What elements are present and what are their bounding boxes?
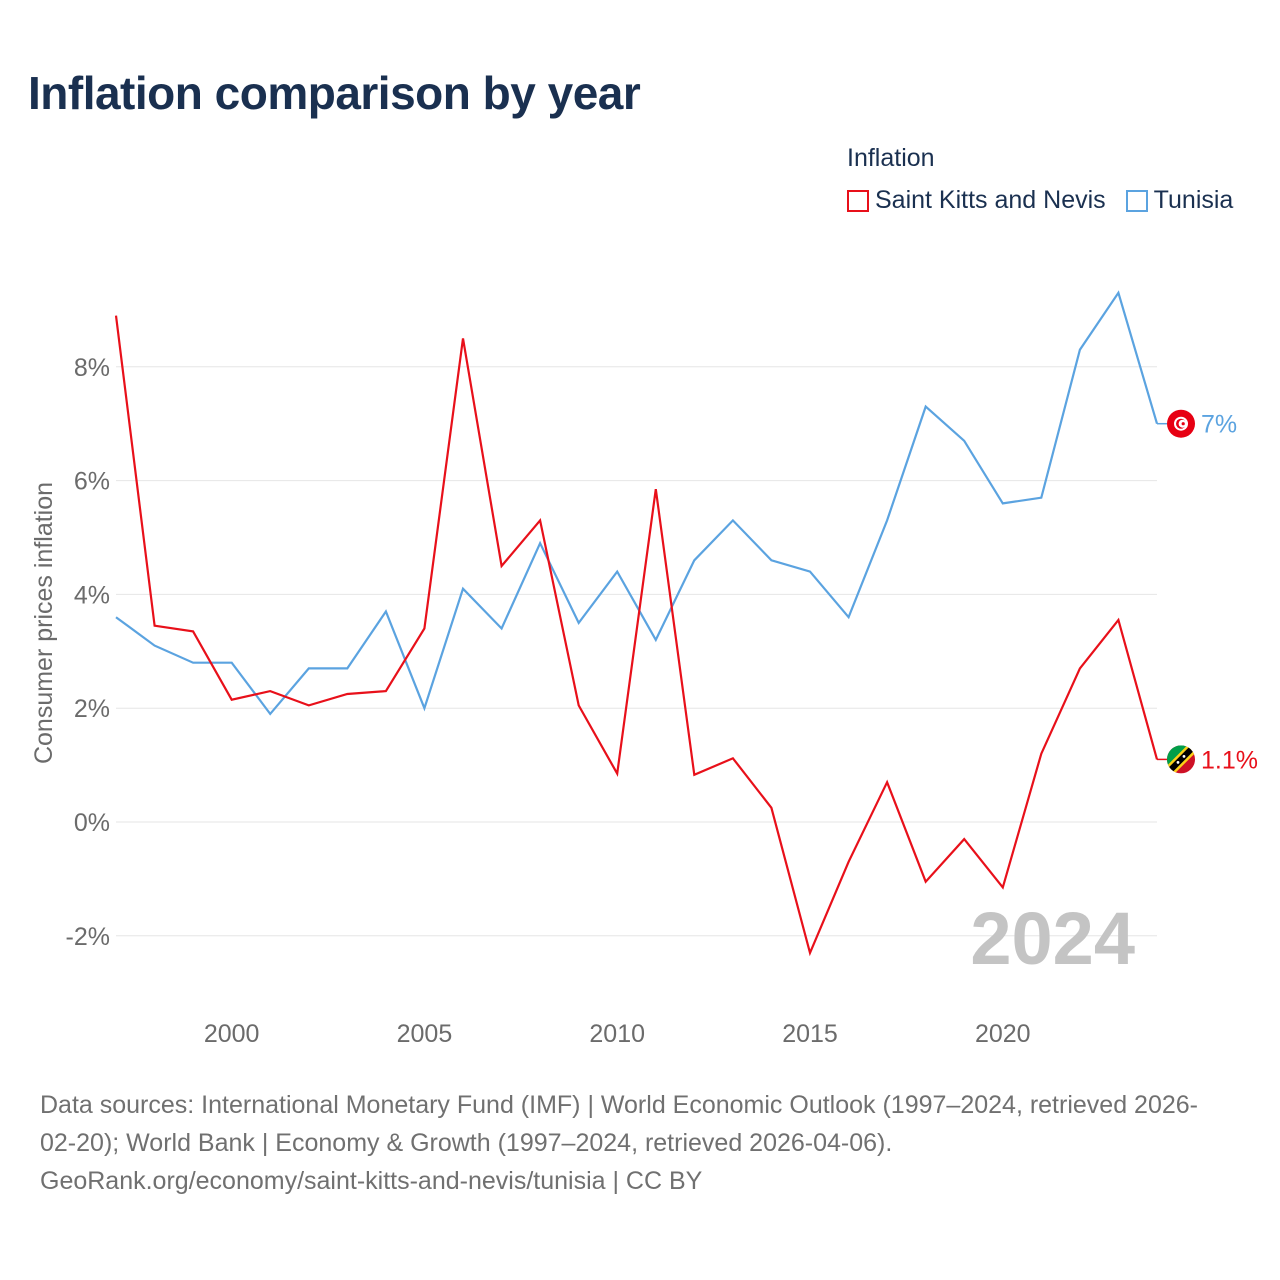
tunisia-flag-icon: [1167, 409, 1195, 438]
data-sources: Data sources: International Monetary Fun…: [40, 1086, 1250, 1200]
legend-swatch-saint-kitts-and-nevis: [847, 189, 869, 212]
legend: Saint Kitts and Nevis Tunisia: [847, 186, 1233, 215]
series-line-saint-kitts-and-nevis[interactable]: [114, 315, 1159, 957]
source-line-3[interactable]: GeoRank.org/economy/saint-kitts-and-nevi…: [40, 1167, 703, 1195]
source-line-1: Data sources: International Monetary Fun…: [40, 1091, 1198, 1119]
y-tick-label: 6%: [74, 468, 110, 496]
y-tick-labels: -2% 0% 2% 4% 6% 8%: [66, 354, 110, 951]
series-line-tunisia[interactable]: [115, 290, 1159, 716]
x-tick-label: 2000: [204, 1020, 260, 1048]
x-tick-label: 2005: [397, 1020, 453, 1048]
y-tick-label: 0%: [74, 809, 110, 837]
x-tick-labels: 2000 2005 2010 2015 2020: [204, 1020, 1031, 1048]
x-tick-label: 2015: [782, 1020, 838, 1048]
y-tick-label: 2%: [74, 695, 110, 723]
legend-label-tunisia: Tunisia: [1153, 186, 1234, 214]
end-value-label-tunisia: 7%: [1201, 411, 1237, 439]
legend-item-saint-kitts-and-nevis[interactable]: Saint Kitts and Nevis: [847, 186, 1106, 215]
y-tick-label: -2%: [66, 923, 110, 951]
year-watermark: 2024: [970, 897, 1135, 980]
source-line-2: 02-20); World Bank | Economy & Growth (1…: [40, 1129, 893, 1157]
legend-label-saint-kitts-and-nevis: Saint Kitts and Nevis: [875, 186, 1106, 214]
y-tick-label: 4%: [74, 581, 110, 609]
legend-item-tunisia[interactable]: Tunisia: [1125, 186, 1234, 215]
chart-title: Inflation comparison by year: [28, 67, 641, 119]
y-tick-label: 8%: [74, 354, 110, 382]
legend-swatch-tunisia: [1125, 189, 1148, 212]
y-axis-label: Consumer prices inflation: [30, 482, 58, 764]
line-chart: -2% 0% 2% 4% 6% 8% 2000 2005 2010 2015 2020 Consu…: [30, 290, 1258, 1048]
x-tick-label: 2020: [975, 1020, 1031, 1048]
end-value-label-saint-kitts-and-nevis: 1.1%: [1201, 746, 1258, 774]
end-markers: 1.1% 7%: [1157, 409, 1258, 774]
legend-title: Inflation: [847, 144, 935, 172]
saint-kitts-and-nevis-flag-icon: [1167, 745, 1195, 774]
x-tick-label: 2010: [589, 1020, 645, 1048]
series-lines: [114, 290, 1159, 957]
grid-lines: [116, 366, 1157, 937]
